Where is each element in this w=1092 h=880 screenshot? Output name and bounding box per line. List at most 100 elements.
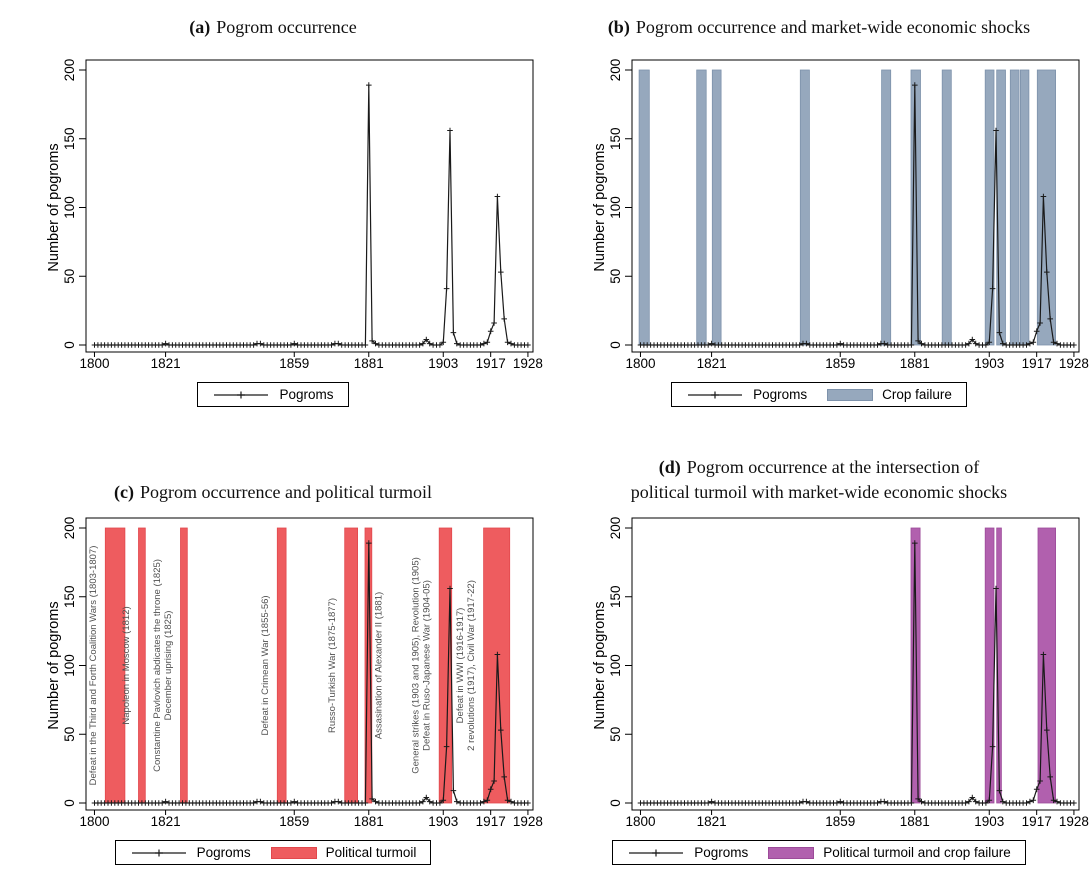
- svg-text:100: 100: [62, 654, 77, 677]
- legend-item-turmoil-and-crop: Political turmoil and crop failure: [768, 845, 1011, 860]
- panel-a-title-line1: (a) Pogrom occurrence: [189, 15, 356, 39]
- turmoil-and-crop-swatch: [768, 846, 815, 859]
- pogroms-line-sample-icon: [131, 849, 186, 856]
- panel-b-title-prefix: (b): [607, 16, 630, 37]
- crop-failure-swatch: [827, 388, 874, 401]
- panel-d-title-line2: political turmoil with market-wide econo…: [630, 481, 1008, 502]
- axes: 0 50 100 150 200 1800 1821 1859 1881 1903 1917 1928…: [46, 517, 543, 829]
- y-axis-title: Number of pogroms: [592, 143, 608, 271]
- svg-text:1859: 1859: [279, 814, 309, 829]
- panel-a-chart: 0 50 100 150 200 1800 1821 1859 1881 1903 1917 1928…: [46, 59, 543, 371]
- panel-a-title-prefix: (a): [189, 16, 211, 37]
- svg-text:0: 0: [62, 341, 77, 349]
- svg-text:1881: 1881: [354, 356, 384, 371]
- panel-b-title-text: Pogrom occurrence and market-wide econom…: [635, 16, 1031, 37]
- panel-d-title-line1: (d) Pogrom occurrence at the intersection…: [631, 455, 1007, 479]
- svg-text:Defeat in Ruso-Japanese War (1: Defeat in Ruso-Japanese War (1904-05): [422, 580, 433, 751]
- panel-d-legend: Pogroms Political turmoil and crop failu…: [612, 840, 1026, 865]
- legend-label-pogroms: Pogroms: [753, 387, 808, 402]
- svg-text:Defeat in WWI (1916-1917): Defeat in WWI (1916-1917): [455, 608, 466, 724]
- svg-text:0: 0: [608, 341, 623, 349]
- panel-d: (d) Pogrom occurrence at the intersection…: [546, 440, 1092, 880]
- panel-c-legend: Pogroms Political turmoil: [114, 840, 432, 865]
- svg-text:200: 200: [608, 59, 623, 82]
- axes: 0 50 100 150 200 1800 1821 1859 1881 1903 1917 1928…: [592, 517, 1089, 829]
- svg-text:1859: 1859: [825, 356, 855, 371]
- shock-bands: [638, 69, 1056, 346]
- svg-text:Assasination of Alexander II (: Assasination of Alexander II (1881): [373, 592, 384, 739]
- svg-text:1928: 1928: [1059, 814, 1089, 829]
- svg-text:1800: 1800: [79, 814, 109, 829]
- legend-label-turmoil-and-crop: Political turmoil and crop failure: [823, 845, 1011, 860]
- panel-d-title-prefix: (d): [658, 457, 681, 478]
- svg-text:1859: 1859: [825, 814, 855, 829]
- svg-text:December uprising (1825): December uprising (1825): [163, 611, 174, 721]
- svg-text:150: 150: [62, 127, 77, 150]
- y-axis-title: Number of pogroms: [592, 601, 608, 729]
- legend-label-crop-failure: Crop failure: [882, 387, 952, 402]
- panel-d-title: (d) Pogrom occurrence at the intersection…: [631, 440, 1007, 512]
- svg-text:Defeat in Crimean War (1855-56: Defeat in Crimean War (1855-56): [260, 595, 271, 735]
- pogroms-line: [91, 540, 531, 806]
- svg-text:1903: 1903: [428, 814, 458, 829]
- legend-label-pogroms: Pogroms: [279, 387, 334, 402]
- y-axis-title: Number of pogroms: [46, 601, 62, 729]
- svg-text:1821: 1821: [151, 356, 181, 371]
- svg-text:1881: 1881: [900, 814, 930, 829]
- svg-text:1917: 1917: [1022, 814, 1052, 829]
- panel-b-title-line1: (b) Pogrom occurrence and market-wide eco…: [608, 15, 1030, 39]
- svg-text:1928: 1928: [1059, 356, 1089, 371]
- svg-text:150: 150: [608, 585, 623, 608]
- political-turmoil-swatch: [270, 846, 317, 859]
- event-labels: Defeat in the Third and Forth Coalition …: [88, 546, 477, 786]
- axes: 0 50 100 150 200 1800 1821 1859 1881 1903 1917 1928…: [46, 59, 543, 371]
- svg-text:1859: 1859: [279, 356, 309, 371]
- svg-text:150: 150: [62, 585, 77, 608]
- svg-text:200: 200: [608, 517, 623, 540]
- panel-b-chart: 0 50 100 150 200 1800 1821 1859 1881 1903 1917 1928…: [592, 59, 1089, 371]
- svg-text:1800: 1800: [625, 814, 655, 829]
- legend-item-pogroms: Pogroms: [686, 387, 807, 402]
- svg-text:1800: 1800: [625, 356, 655, 371]
- pogroms-line-sample-icon: [688, 391, 743, 398]
- pogroms-line: [637, 82, 1077, 348]
- legend-label-pogroms: Pogroms: [694, 845, 749, 860]
- svg-text:1917: 1917: [1022, 356, 1052, 371]
- panel-a-title: (a) Pogrom occurrence: [189, 0, 356, 54]
- panel-a: (a) Pogrom occurrence 0 50 100 150 200 1800 182…: [0, 0, 546, 440]
- svg-text:1821: 1821: [697, 814, 727, 829]
- svg-text:Constantine Pavlovich abdicate: Constantine Pavlovich abdicates the thro…: [152, 559, 163, 772]
- panel-c: (c) Pogrom occurrence and political turmo…: [0, 440, 546, 880]
- shock-bands: [910, 527, 1057, 804]
- svg-text:1821: 1821: [697, 356, 727, 371]
- legend-item-pogroms: Pogroms: [212, 387, 334, 402]
- svg-text:2 revolutions (1917), Civil Wa: 2 revolutions (1917), Civil War (1917-22…: [466, 580, 477, 751]
- pogroms-line-sample-icon: [629, 849, 684, 856]
- svg-text:1881: 1881: [900, 356, 930, 371]
- pogroms-line-sample-icon: [214, 391, 269, 398]
- pogroms-line: [637, 540, 1077, 806]
- svg-text:1800: 1800: [79, 356, 109, 371]
- svg-text:100: 100: [608, 654, 623, 677]
- axes: 0 50 100 150 200 1800 1821 1859 1881 1903 1917 1928…: [592, 59, 1089, 371]
- legend-item-pogroms: Pogroms: [627, 845, 748, 860]
- legend-item-political-turmoil: Political turmoil: [270, 845, 416, 860]
- panel-c-title-line1: (c) Pogrom occurrence and political turmo…: [114, 480, 432, 504]
- svg-text:1821: 1821: [151, 814, 181, 829]
- shock-bands: [104, 527, 511, 804]
- panel-c-chart: Defeat in the Third and Forth Coalition …: [46, 517, 543, 829]
- svg-text:50: 50: [608, 727, 623, 742]
- svg-text:1928: 1928: [513, 356, 543, 371]
- svg-text:200: 200: [62, 517, 77, 540]
- y-axis-title: Number of pogroms: [46, 143, 62, 271]
- panel-c-title-text: Pogrom occurrence and political turmoil: [140, 481, 432, 502]
- svg-text:50: 50: [608, 269, 623, 284]
- svg-text:50: 50: [62, 727, 77, 742]
- svg-text:Napoleon in Moscow (1812): Napoleon in Moscow (1812): [121, 606, 132, 724]
- svg-text:1903: 1903: [428, 356, 458, 371]
- legend-item-crop-failure: Crop failure: [827, 387, 952, 402]
- panel-b-legend: Pogroms Crop failure: [671, 382, 967, 407]
- svg-text:1903: 1903: [974, 814, 1004, 829]
- svg-text:Russo-Turkish War (1875-1877): Russo-Turkish War (1875-1877): [327, 598, 338, 733]
- svg-text:50: 50: [62, 269, 77, 284]
